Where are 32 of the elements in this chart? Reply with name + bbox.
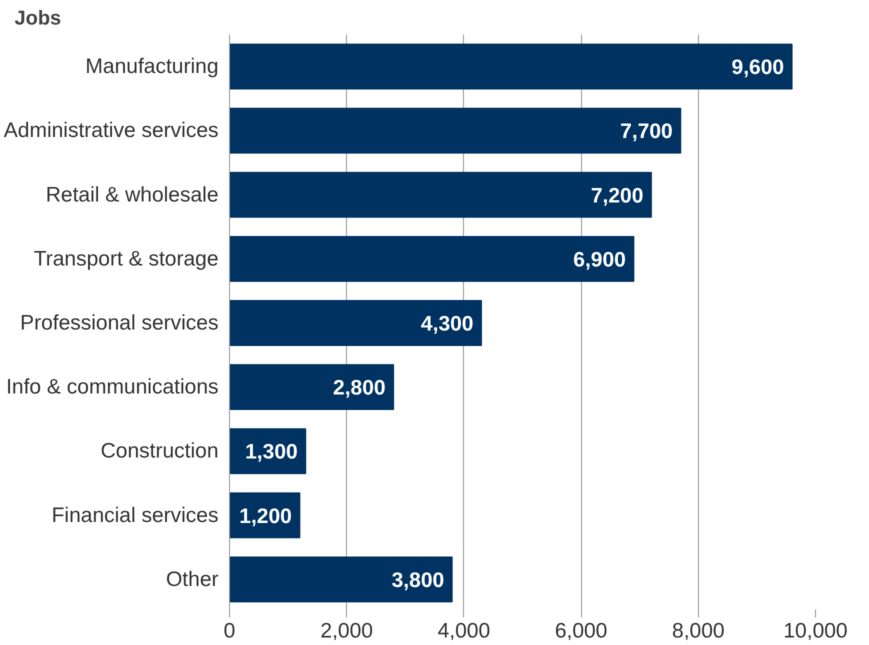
x-tick-label: 6,000	[554, 620, 608, 642]
data-label: 7,700	[620, 120, 673, 144]
y-tick-label: Manufacturing	[85, 55, 219, 78]
text: Jobs	[14, 8, 62, 30]
y-tick-label: Other	[166, 568, 219, 591]
bar	[230, 108, 682, 154]
bar	[230, 364, 394, 410]
bar	[230, 44, 793, 90]
bar	[230, 172, 652, 218]
x-tick-label: 2,000	[320, 620, 373, 642]
x-tick-label: 4,000	[438, 620, 490, 642]
data-label: 9,600	[732, 56, 784, 80]
y-tick-label: Professional services	[20, 312, 219, 334]
bar	[230, 556, 453, 602]
y-tick-label: Info & communications	[6, 376, 219, 399]
y-tick-label: Construction	[100, 440, 218, 463]
bar	[230, 300, 482, 346]
data-label: 6,900	[573, 248, 626, 272]
bar	[230, 236, 634, 282]
data-label: 3,800	[392, 568, 444, 592]
data-label: 1,200	[239, 504, 292, 528]
data-label: 7,200	[590, 184, 644, 208]
data-label: 1,300	[245, 440, 298, 464]
y-tick-label: Administrative services	[4, 119, 219, 142]
data-label: 4,300	[420, 312, 474, 336]
x-tick-label: 8,000	[672, 620, 725, 642]
x-tick-label: 10,000	[783, 620, 848, 642]
y-tick-label: Financial services	[52, 504, 219, 527]
y-tick-label: Retail & wholesale	[46, 183, 219, 206]
y-tick-label: Transport & storage	[34, 247, 219, 270]
data-label: 2,800	[333, 376, 386, 400]
x-tick-label: 0	[224, 620, 236, 642]
